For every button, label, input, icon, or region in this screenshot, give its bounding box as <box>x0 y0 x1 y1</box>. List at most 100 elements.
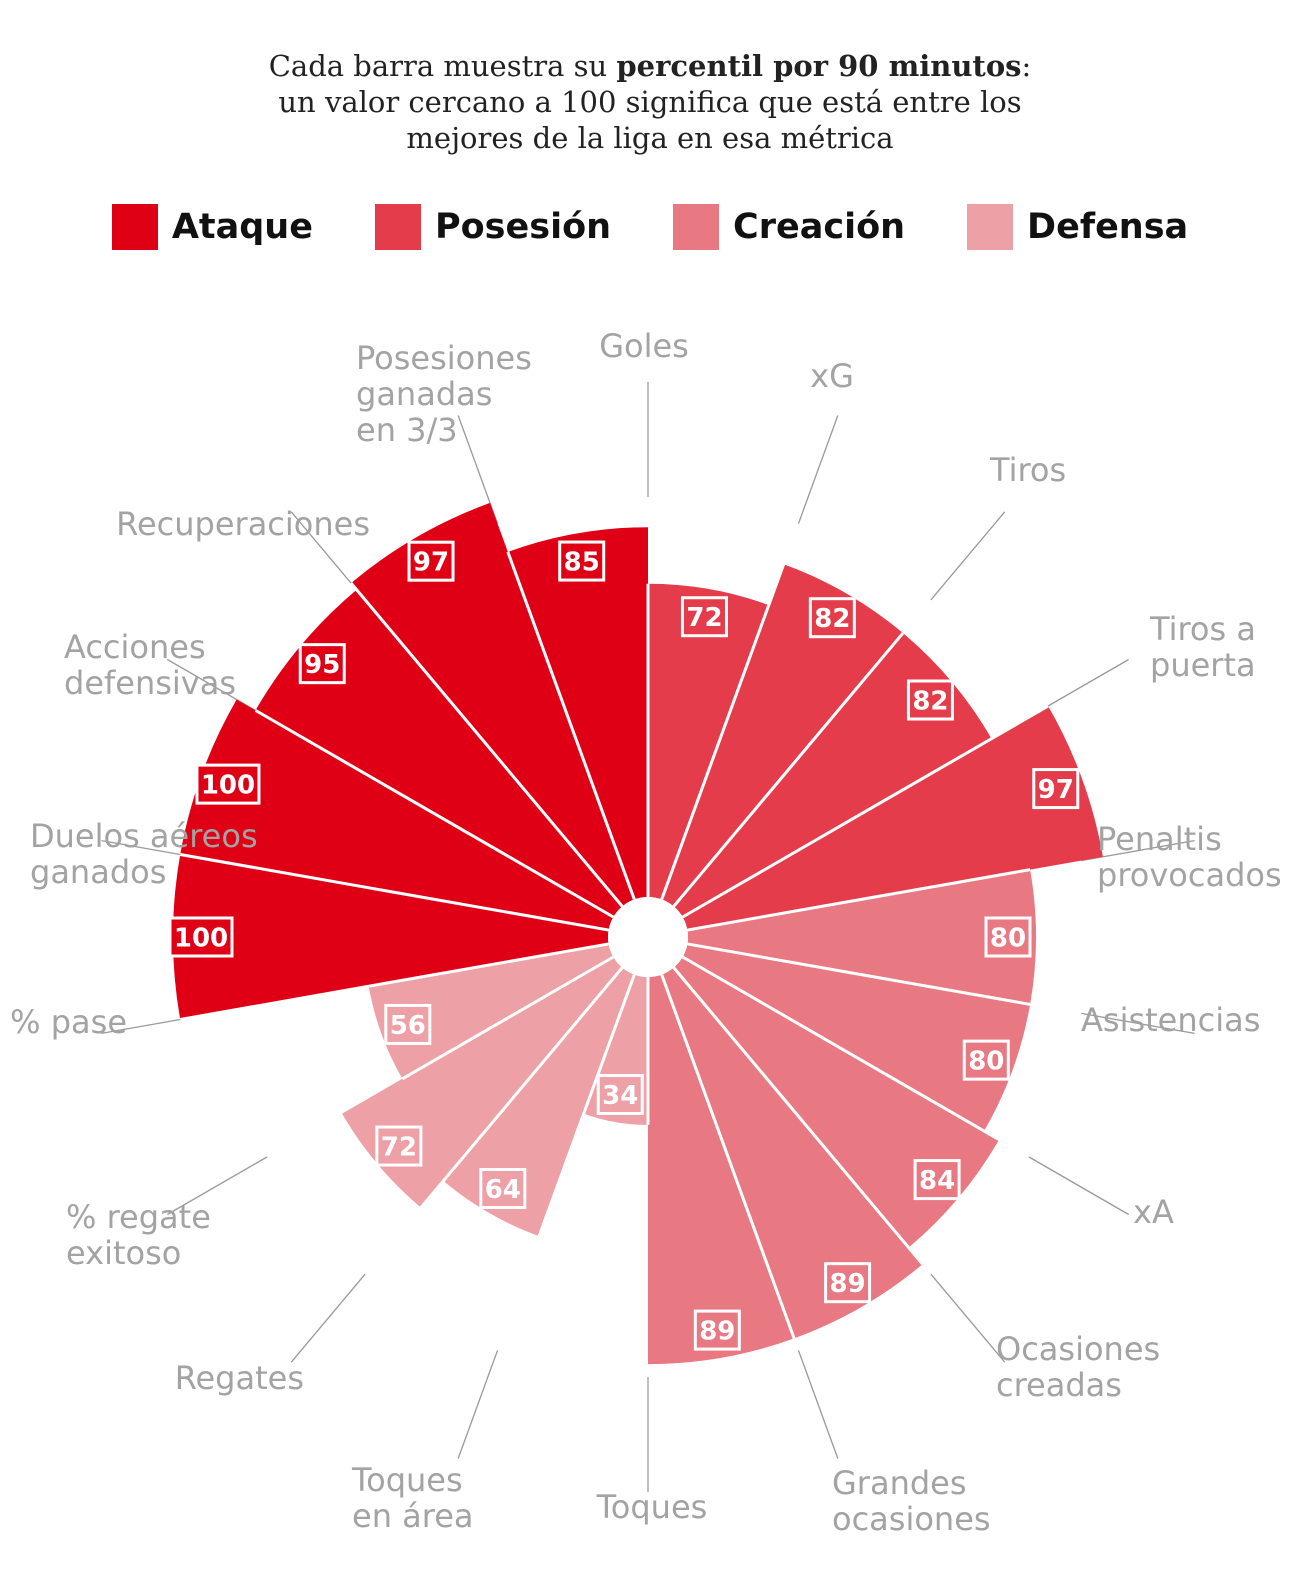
legend-swatch-ataque <box>111 204 158 250</box>
category-label-duelos-aereos-ganados: Duelos aéreos ganados <box>30 817 258 891</box>
guide-line-ocasiones-creadas <box>930 511 1006 601</box>
bar-separator <box>681 955 1000 1141</box>
category-label-penaltis-provocados: Penaltis provocados <box>1097 820 1282 894</box>
legend-label-creacion: Creación <box>733 207 906 247</box>
legend-label-posesion: Posesión <box>434 207 612 247</box>
category-label-tiros-a-puerta: Tiros a puerta <box>1149 610 1256 684</box>
bar-separator <box>672 632 905 908</box>
center-hole <box>608 897 688 977</box>
value-badge-regate-exitoso <box>824 1262 872 1304</box>
bar-separator <box>672 966 924 1266</box>
guide-line-posesiones-ganadas-en-3-3 <box>167 1156 268 1216</box>
bar-toques <box>687 869 1036 1005</box>
legend-swatch-creacion <box>673 204 720 250</box>
value-label-penaltis-provocados: 85 <box>564 548 600 578</box>
bar-separator <box>401 955 615 1081</box>
category-label-toques: Toques <box>596 1488 708 1526</box>
category-label-recuperaciones: Recuperaciones <box>116 505 370 543</box>
category-label-xa: xA <box>1133 1193 1174 1231</box>
category-label-pase: % pase <box>10 1003 127 1041</box>
bar-separator <box>537 974 636 1237</box>
category-label-regate-exitoso: % regate exitoso <box>66 1198 211 1272</box>
value-badge-grandes-ocasiones <box>1032 768 1080 810</box>
legend-item-ataque: Ataque <box>111 204 313 250</box>
legend-label-defensa: Defensa <box>1027 207 1189 247</box>
guide-line-recuperaciones <box>290 1273 366 1363</box>
bar-pase <box>648 974 795 1365</box>
category-label-acciones-defensivas: Acciones defensivas <box>64 628 236 702</box>
bar-separator <box>681 704 1049 919</box>
value-label-regates: 84 <box>919 1166 955 1196</box>
value-label-goles: 100 <box>174 924 228 954</box>
legend-swatch-defensa <box>967 204 1014 250</box>
value-badge-toques-en-area <box>962 1039 1010 1081</box>
value-badge-acciones-defensivas <box>479 1167 527 1209</box>
value-badge-recuperaciones <box>375 1125 423 1167</box>
bar-posesiones-ganadas-en-3-3 <box>368 943 614 1079</box>
value-badge-toques <box>984 916 1032 958</box>
bar-separator <box>179 942 609 1021</box>
value-badge-goles <box>168 916 234 958</box>
value-label-posesiones-ganadas-en-3-3: 56 <box>390 1011 426 1041</box>
guide-line-toques-en-area <box>1081 1012 1195 1035</box>
bar-xa <box>661 564 903 907</box>
subtitle-emphasis: percentil por 90 minutos <box>616 49 1022 83</box>
value-label-toques-en-area: 80 <box>968 1047 1004 1077</box>
guide-line-toques <box>1081 839 1195 862</box>
bar-separator <box>254 709 615 919</box>
bar-separators <box>179 551 1049 1339</box>
label-guide-lines <box>101 382 1195 1492</box>
value-badge-tiros-a-puerta <box>407 540 455 582</box>
guide-line-xa <box>797 415 839 524</box>
category-label-tiros: Tiros <box>989 451 1066 489</box>
category-label-posesiones-ganadas-en-3-3: Posesiones ganadas en 3/3 <box>356 339 532 449</box>
legend-item-posesion: Posesión <box>374 204 612 250</box>
category-label-xg: xG <box>810 357 854 395</box>
bar-goles <box>172 854 609 1020</box>
value-badge-asistencias <box>680 596 728 638</box>
guide-line-penaltis-provocados <box>457 415 499 524</box>
value-labels: 100 100 95 97 85 72 82 82 97 80 80 84 89 89 34 64 72 56 <box>168 540 1080 1351</box>
guide-line-regate-exitoso <box>930 1273 1006 1363</box>
value-badge-ocasiones-creadas <box>906 679 954 721</box>
subtitle-colon: : <box>1021 49 1032 83</box>
category-label-grandes-ocasiones: Grandes ocasiones <box>832 1464 991 1538</box>
value-badge-penaltis-provocados <box>558 540 606 582</box>
value-label-tiros-a-puerta: 97 <box>413 548 449 578</box>
value-badge-regates <box>913 1159 961 1201</box>
subtitle-line-1: Cada barra muestra su percentil por 90 m… <box>0 48 1300 84</box>
category-label-regates: Regates <box>175 1359 304 1397</box>
value-label-duelos-aereos-ganados: 34 <box>602 1081 638 1111</box>
bar-separator <box>419 966 624 1209</box>
legend-item-creacion: Creación <box>673 204 905 250</box>
bar-separator <box>506 551 636 900</box>
bar-separator <box>349 582 624 908</box>
category-label-toques-en-area: Toques en área <box>351 1461 474 1535</box>
value-label-tiros: 95 <box>304 650 340 680</box>
bar-asistencias <box>648 583 769 900</box>
value-badge-tiros <box>298 643 346 685</box>
guide-line-acciones-defensivas <box>457 1350 499 1459</box>
value-label-regate-exitoso: 89 <box>829 1269 865 1299</box>
value-label-toques: 80 <box>990 924 1026 954</box>
bar-regate-exitoso <box>661 967 923 1339</box>
value-badge-duelos-aereos-ganados <box>596 1073 644 1115</box>
category-labels: Goles xG Tiros Tiros a puerta Penaltis provoca… <box>10 327 1281 1538</box>
value-label-xa: 82 <box>814 604 850 634</box>
legend-item-defensa: Defensa <box>967 204 1188 250</box>
value-badge-xg <box>195 763 261 805</box>
chart-subtitle: Cada barra muestra su percentil por 90 m… <box>0 48 1300 156</box>
bar-penaltis-provocados <box>507 527 648 900</box>
bar-separator <box>179 853 609 932</box>
bar-toques-en-area <box>682 943 1031 1131</box>
subtitle-line-3: mejores de la liga en esa métrica <box>406 121 894 155</box>
bar-separator <box>660 974 796 1339</box>
subtitle-text: Cada barra muestra su <box>268 49 617 83</box>
bar-tiros-a-puerta <box>351 502 635 907</box>
value-badge-posesiones-ganadas-en-3-3 <box>384 1003 432 1045</box>
value-label-grandes-ocasiones: 97 <box>1038 775 1074 805</box>
bar-separator <box>660 563 786 900</box>
category-label-goles: Goles <box>599 327 689 365</box>
value-label-recuperaciones: 72 <box>381 1133 417 1163</box>
